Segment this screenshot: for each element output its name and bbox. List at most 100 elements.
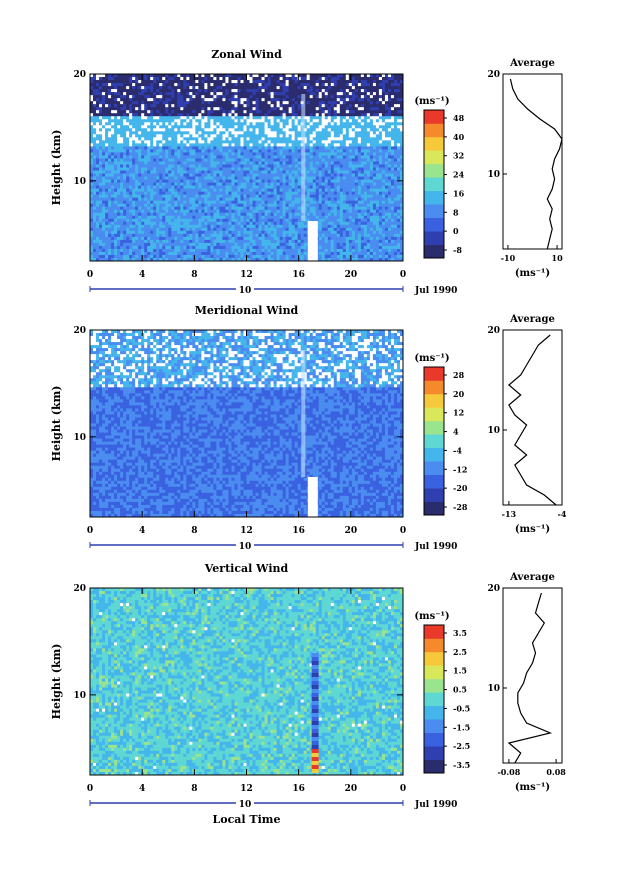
- colorbar-tick-label: 0: [453, 226, 459, 236]
- colorbar-swatch: [424, 244, 444, 259]
- colorbar-unit: (ms⁻¹): [414, 96, 449, 107]
- day-label: 10: [239, 542, 252, 552]
- colorbar-swatch: [424, 367, 444, 381]
- heatmap-field: [90, 588, 404, 776]
- chart-title: Zonal Wind: [211, 48, 282, 61]
- colorbar-tick-label: -8: [453, 245, 462, 255]
- x-tick-label: 16: [292, 270, 305, 280]
- average-profile: Average 10 20 -13 -4 (ms⁻¹): [487, 314, 566, 535]
- colorbar-swatch: [424, 150, 444, 165]
- y-tick-label: 20: [73, 70, 86, 80]
- x-tick-label: 4: [139, 784, 145, 794]
- colorbar-swatch: [424, 705, 444, 720]
- profile-y-tick-label: 10: [487, 684, 500, 694]
- y-axis-label: Height (km): [50, 130, 63, 206]
- colorbar-swatch: [424, 380, 444, 395]
- colorbar-swatch: [424, 204, 444, 218]
- colorbar-frame: [423, 366, 445, 516]
- y-tick-label: 20: [73, 584, 86, 594]
- colorbar-tick-label: 3.5: [453, 628, 467, 638]
- colorbar-swatch: [424, 434, 444, 449]
- colorbar-swatch: [424, 217, 444, 232]
- x-tick-label: 0: [87, 270, 93, 280]
- y-tick-label: 10: [73, 691, 86, 701]
- colorbar-frame: [423, 624, 445, 774]
- date-label: Jul 1990: [414, 542, 457, 552]
- heatmap-field: [90, 74, 404, 262]
- colorbar-tick-label: 28: [453, 370, 465, 380]
- x-tick-label: 0: [400, 270, 406, 280]
- x-tick-label: 0: [400, 526, 406, 536]
- colorbar-tick-label: 48: [453, 113, 465, 123]
- profile-x-label: (ms⁻¹): [515, 524, 550, 535]
- panel-3: Vertical Wind 0 4 8 12 16 20 0 10 20 Height (km) 10…: [50, 562, 566, 826]
- profile-x-tick-label: 10: [552, 253, 564, 263]
- colorbar-swatch: [424, 461, 444, 475]
- x-tick-label: 4: [139, 270, 145, 280]
- colorbar-swatch: [424, 163, 444, 178]
- x-tick-label: 4: [139, 526, 145, 536]
- colorbar-swatch: [424, 407, 444, 422]
- profile-frame: [502, 329, 563, 506]
- x-tick-label: 8: [191, 270, 197, 280]
- x-tick-label: 12: [240, 270, 253, 280]
- average-profile: Average 10 20 -0.08 0.08 (ms⁻¹): [487, 572, 566, 793]
- colorbar-swatch: [424, 719, 444, 733]
- colorbar-tick-label: -0.5: [453, 703, 470, 713]
- x-tick-label: 0: [87, 784, 93, 794]
- colorbar-swatch: [424, 488, 444, 502]
- colorbar-swatch: [424, 665, 444, 680]
- colorbar-swatch: [424, 759, 444, 774]
- profile-x-tick-label: -13: [502, 509, 517, 519]
- colorbar-tick-label: -28: [453, 502, 468, 512]
- x-tick-label: 0: [87, 526, 93, 536]
- colorbar-unit: (ms⁻¹): [414, 353, 449, 364]
- colorbar-tick-label: 0.5: [453, 685, 467, 695]
- profile-y-tick-label: 10: [487, 426, 500, 436]
- colorbar-tick-label: 2.5: [453, 647, 467, 657]
- x-tick-label: 0: [400, 784, 406, 794]
- colorbar-tick-label: 8: [453, 207, 459, 217]
- profile-title: Average: [509, 314, 555, 325]
- colorbar-swatch: [424, 638, 444, 653]
- colorbar-tick-label: -3.5: [453, 760, 470, 770]
- colorbar-tick-label: 1.5: [453, 666, 467, 676]
- profile-x-tick-label: -4: [558, 509, 567, 519]
- profile-x-label: (ms⁻¹): [515, 268, 550, 279]
- profile-frame: [502, 587, 563, 764]
- profile-title: Average: [509, 572, 555, 583]
- colorbar-frame: [423, 109, 445, 259]
- colorbar-swatch: [424, 651, 444, 666]
- x-tick-label: 8: [191, 784, 197, 794]
- profile-y-tick-label: 10: [487, 170, 500, 180]
- colorbar-swatch: [424, 136, 444, 151]
- profile-x-tick-label: -0.08: [497, 767, 520, 777]
- x-tick-label: 20: [345, 270, 358, 280]
- x-tick-label: 12: [240, 526, 253, 536]
- date-label: Jul 1990: [414, 800, 457, 810]
- y-tick-label: 20: [73, 326, 86, 336]
- colorbar-tick-label: 24: [453, 170, 465, 180]
- profile-y-tick-label: 20: [487, 70, 500, 80]
- colorbar-tick-label: 20: [453, 389, 465, 399]
- day-label: 10: [239, 286, 252, 296]
- profile-title: Average: [509, 58, 555, 69]
- colorbar-swatch: [424, 732, 444, 747]
- chart-title: Meridional Wind: [195, 304, 299, 317]
- y-tick-label: 10: [73, 433, 86, 443]
- colorbar-swatch: [424, 625, 444, 639]
- colorbar-swatch: [424, 692, 444, 707]
- colorbar-tick-label: 12: [453, 408, 464, 418]
- profile-line: [507, 334, 557, 506]
- colorbar-tick-label: 40: [453, 132, 465, 142]
- colorbar-tick-label: 32: [453, 151, 464, 161]
- colorbar-swatch: [424, 447, 444, 462]
- profile-frame: [502, 73, 563, 250]
- heatmap-field: [90, 330, 404, 518]
- profile-x-tick-label: 0.08: [546, 767, 566, 777]
- colorbar-unit: (ms⁻¹): [414, 611, 449, 622]
- colorbar-tick-label: -20: [453, 483, 468, 493]
- colorbar-swatch: [424, 746, 444, 760]
